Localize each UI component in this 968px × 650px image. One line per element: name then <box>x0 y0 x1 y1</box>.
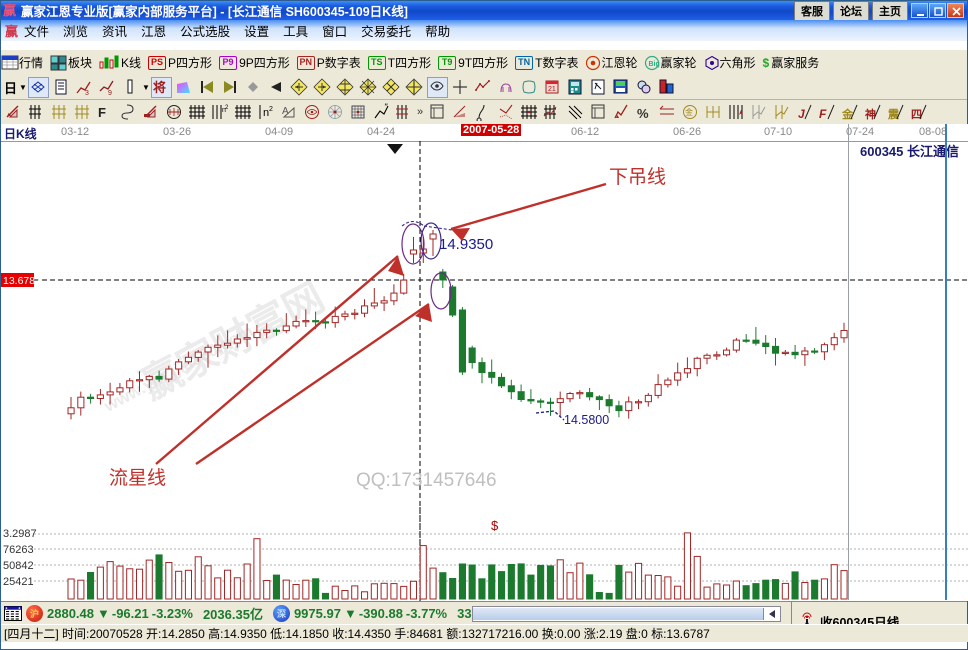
svg-text:A: A <box>282 106 289 117</box>
svg-text:F: F <box>98 105 106 120</box>
svg-text:2: 2 <box>225 105 229 111</box>
svg-text:F: F <box>819 107 827 121</box>
svg-text:21: 21 <box>548 86 556 93</box>
svg-text:Big: Big <box>649 61 660 68</box>
svg-text:震: 震 <box>888 108 900 121</box>
svg-text:金: 金 <box>685 107 693 117</box>
svg-text:9: 9 <box>108 90 112 96</box>
svg-text:J: J <box>798 107 805 121</box>
svg-text:$: $ <box>491 518 499 533</box>
svg-text:50842: 50842 <box>3 560 34 572</box>
svg-text:3.2987: 3.2987 <box>3 528 37 540</box>
svg-text:赢: 赢 <box>3 3 16 18</box>
svg-text:金: 金 <box>842 107 854 121</box>
svg-text:3: 3 <box>85 90 89 96</box>
svg-text:将: 将 <box>153 80 166 95</box>
svg-text:2: 2 <box>269 106 273 113</box>
svg-text:25421: 25421 <box>3 576 34 588</box>
svg-text:76263: 76263 <box>3 544 34 556</box>
svg-text:%: % <box>637 106 649 121</box>
